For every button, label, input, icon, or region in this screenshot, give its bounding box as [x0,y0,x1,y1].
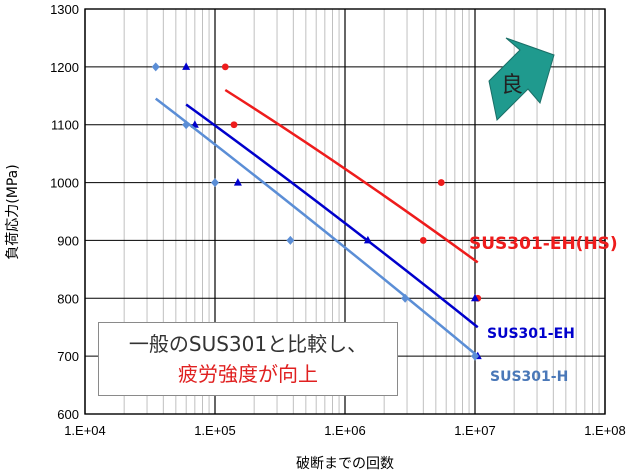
data-point [471,351,479,361]
trend-line [185,103,479,329]
note-line-1: 一般のSUS301と比較し、 [128,332,368,356]
series-layer [151,62,482,361]
data-point [151,62,160,72]
y-tick-label: 1200 [50,60,79,75]
y-tick-label: 600 [57,407,79,422]
series-2 [151,62,479,361]
x-tick-label: 1.E+04 [64,423,106,438]
data-point [211,178,219,188]
y-tick-label: 700 [57,349,79,364]
data-point [437,179,445,186]
data-point [182,62,191,70]
x-tick-label: 1.E+05 [194,423,236,438]
data-point [233,178,242,186]
data-point [221,63,229,71]
y-tick-label: 1100 [51,118,79,133]
badge-text: 良 [501,73,523,98]
series-label-h: SUS301-H [490,369,568,385]
x-tick-label: 1.E+07 [454,423,496,438]
y-tick-label: 800 [57,291,79,306]
trend-line [154,97,479,358]
data-point [363,235,372,244]
series-label-eh-hs: SUS301-EH(HS) [469,234,618,254]
data-point [419,237,427,244]
y-tick-label: 1000 [50,176,79,191]
data-point [401,293,410,303]
comparison-note: 一般のSUS301と比較し、 疲労強度が向上 [98,322,398,396]
good-arrow-badge: 良 [488,37,555,122]
data-point [286,235,295,245]
series-label-eh: SUS301-EH [487,326,575,342]
data-point [230,121,238,129]
arrow-up-right-icon [488,37,555,122]
data-point [471,293,479,302]
note-line-2: 疲労強度が向上 [178,362,318,386]
y-tick-label: 1300 [50,2,79,17]
x-tick-label: 1.E+08 [584,423,626,438]
y-tick-label: 900 [57,233,79,248]
trend-line [224,88,479,264]
plot-frame [84,8,606,415]
x-axis-title: 破断までの回数 [296,456,394,472]
x-tick-label: 1.E+06 [324,423,366,438]
tick-labels: 600 700 800 900 1000 1100 1200 1300 1.E+04 1.E+05… [50,2,626,438]
y-axis-title: 負荷応力(MPa) [5,164,21,259]
data-point [182,120,191,130]
